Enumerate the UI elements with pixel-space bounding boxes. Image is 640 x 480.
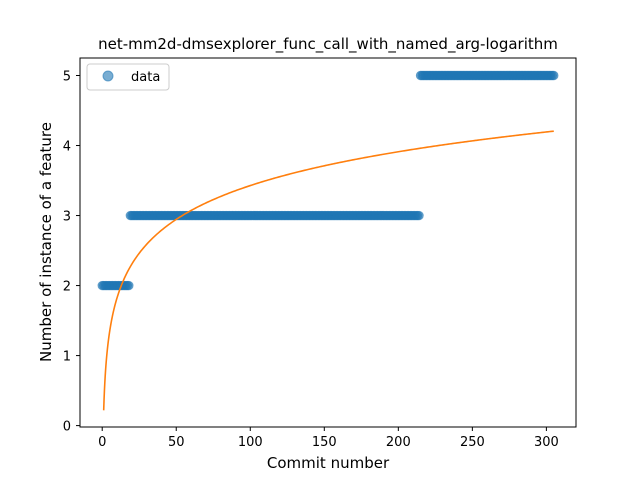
y-tick-label: 4: [63, 140, 71, 155]
y-axis: 0 1 2 3 4 5: [63, 70, 80, 435]
y-tick-label: 2: [63, 280, 71, 295]
y-tick-label: 0: [63, 420, 71, 435]
legend-label-data: data: [131, 70, 160, 85]
x-tick-label: 100: [238, 435, 263, 450]
y-axis-label: Number of instance of a feature: [37, 122, 55, 362]
x-tick-label: 50: [168, 435, 185, 450]
data-point: [124, 280, 134, 291]
y-tick-label: 3: [63, 210, 71, 225]
x-axis-label: Commit number: [267, 454, 390, 472]
legend-box: [86, 63, 170, 91]
x-tick-label: 300: [534, 435, 559, 450]
plot-frame: [79, 57, 577, 428]
legend: data: [86, 63, 170, 91]
data-point: [414, 210, 424, 221]
y-tick-label: 5: [63, 70, 71, 85]
data-point: [549, 70, 559, 81]
x-tick-label: 250: [460, 435, 485, 450]
legend-marker-data: [102, 70, 114, 82]
x-tick-label: 150: [312, 435, 337, 450]
x-axis: 0 50 100 150 200 250 300: [98, 427, 559, 450]
plot-area: [97, 70, 559, 411]
x-tick-label: 200: [386, 435, 411, 450]
y-tick-label: 1: [63, 350, 71, 365]
x-tick-label: 0: [98, 435, 106, 450]
fit-line: [102, 130, 554, 411]
chart-title: net-mm2d-dmsexplorer_func_call_with_name…: [98, 35, 558, 54]
